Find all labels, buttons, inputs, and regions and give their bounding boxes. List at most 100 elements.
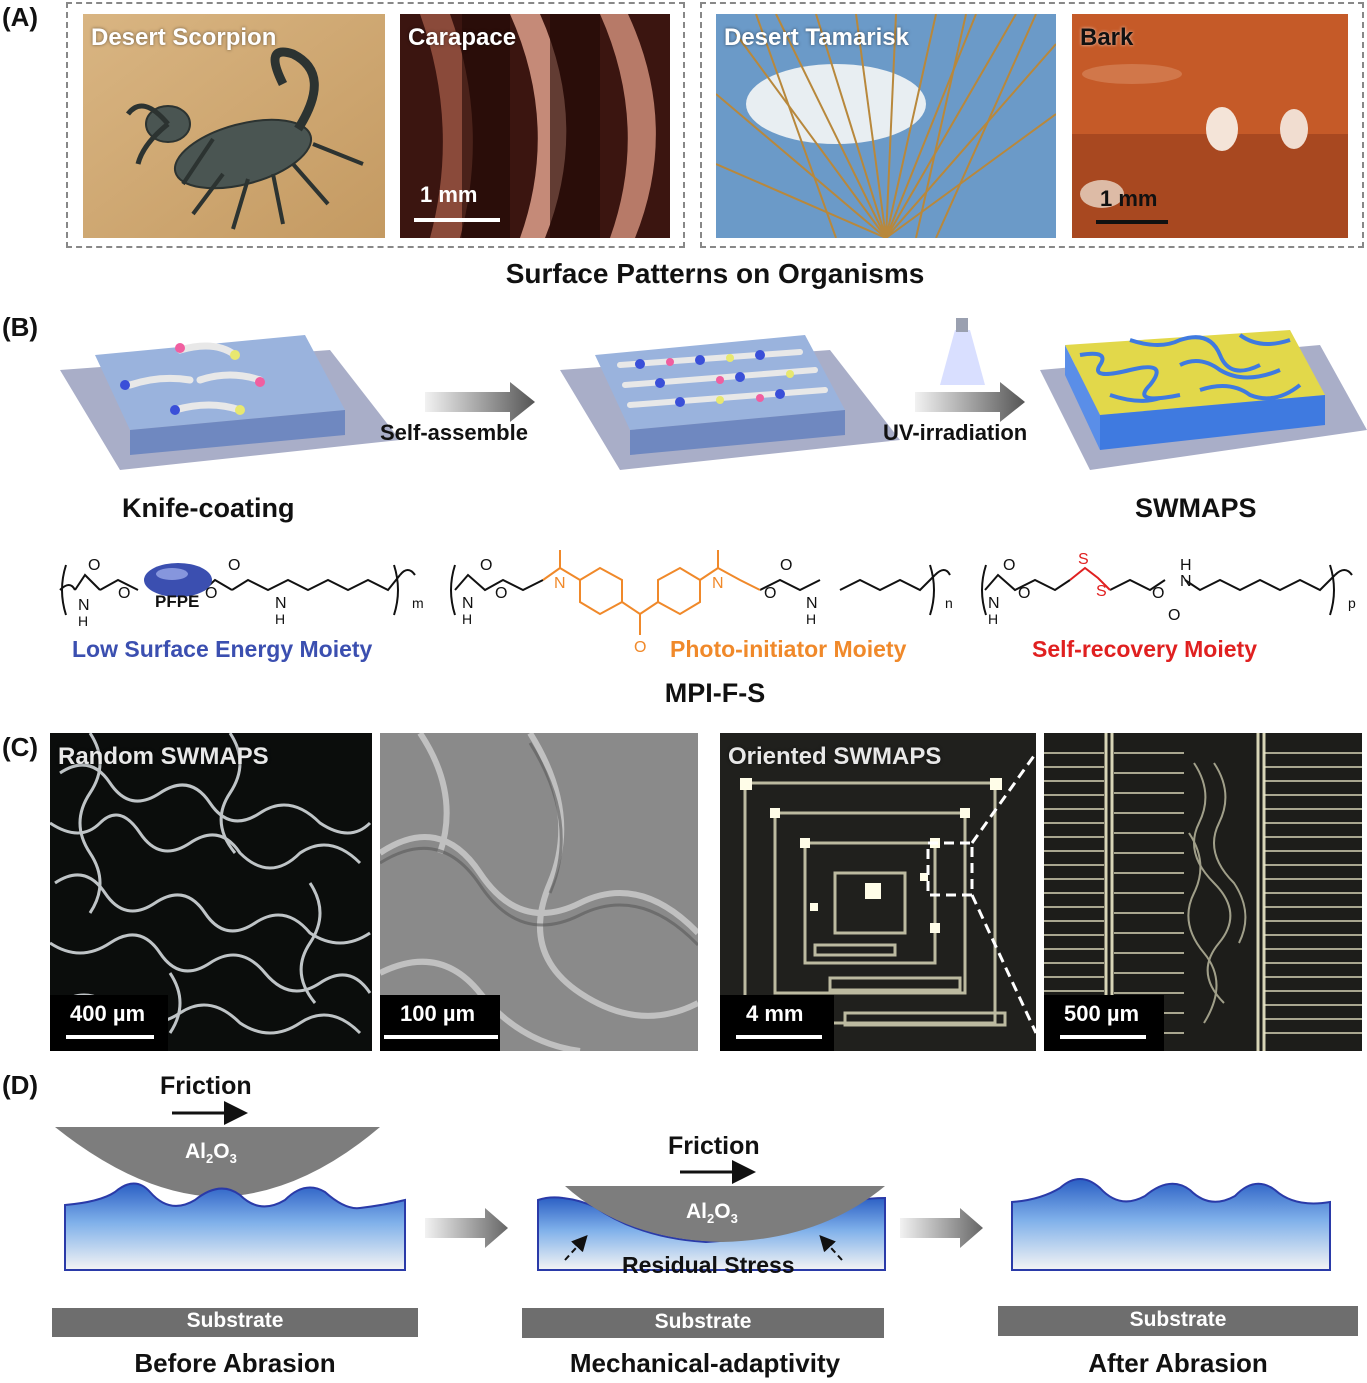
moiety-photo-initiator: Photo-initiator Moiety — [670, 636, 907, 662]
scalebar-label: 1 mm — [420, 182, 478, 207]
svg-text:O: O — [480, 557, 492, 574]
photo-title: Desert Scorpion — [91, 24, 277, 51]
scalebar — [66, 1035, 154, 1039]
scalebar-label: 400 µm — [70, 1001, 146, 1026]
oriented-zoom-image: 500 µm — [1044, 733, 1362, 1051]
carapace-photo: Carapace 1 mm — [400, 14, 670, 238]
molecule-name: MPI-F-S — [664, 678, 766, 708]
scalebar-box — [1044, 995, 1164, 1051]
scalebar-label: 1 mm — [1100, 186, 1158, 211]
svg-text:H: H — [462, 611, 472, 627]
uv-arrow — [915, 382, 1025, 422]
photo-initiator-structure — [542, 550, 761, 635]
svg-text:p: p — [1348, 595, 1356, 611]
panel-a-caption: Surface Patterns on Organisms — [505, 258, 925, 289]
bark-photo: Bark 1 mm — [1072, 14, 1348, 238]
substrate-label-1: Substrate — [186, 1309, 284, 1332]
caption-after-abrasion: After Abrasion — [1088, 1348, 1268, 1378]
abrasion-schematic — [52, 1101, 1358, 1338]
before-abrasion-diagram — [52, 1101, 418, 1337]
moiety-self-recovery: Self-recovery Moiety — [1032, 636, 1257, 662]
svg-text:N: N — [554, 575, 566, 592]
svg-text:N: N — [462, 595, 474, 612]
svg-text:S: S — [1078, 551, 1089, 568]
caption-swmaps: SWMAPS — [1135, 493, 1257, 523]
scalebar-box — [720, 995, 834, 1051]
scalebar — [384, 1035, 498, 1039]
svg-text:H: H — [988, 611, 998, 627]
panel-c-label: (C) — [2, 732, 39, 762]
svg-text:O: O — [1152, 585, 1164, 602]
friction-label-1: Friction — [160, 1072, 252, 1100]
scalebar — [736, 1035, 822, 1039]
pfpe-label: PFPE — [155, 592, 200, 611]
residual-stress-label: Residual Stress — [622, 1252, 795, 1278]
step-self-assemble: Self-assemble — [380, 420, 528, 445]
svg-text:O: O — [1003, 557, 1015, 574]
svg-text:O: O — [228, 557, 240, 574]
mechanical-adaptivity-diagram — [522, 1160, 886, 1338]
self-assemble-arrow — [425, 382, 535, 422]
carapace-image — [400, 14, 670, 238]
svg-text:O: O — [205, 585, 217, 602]
scorpion-image — [83, 14, 385, 238]
knife-coating-film — [60, 335, 400, 470]
scalebar — [1096, 220, 1168, 224]
scalebar-box — [380, 995, 500, 1051]
svg-text:O: O — [1018, 585, 1030, 602]
friction-label-2: Friction — [668, 1132, 760, 1160]
svg-text:N: N — [712, 575, 724, 592]
svg-text:O: O — [1168, 607, 1180, 624]
svg-text:N: N — [806, 595, 818, 612]
after-abrasion-diagram — [998, 1178, 1358, 1336]
svg-text:O: O — [118, 585, 130, 602]
photo-title: Bark — [1080, 24, 1134, 51]
svg-text:S: S — [1096, 583, 1107, 600]
al2o3-label-2: Al2O3 — [686, 1200, 738, 1227]
svg-text:H: H — [1180, 557, 1192, 574]
scorpion-photo: Desert Scorpion — [83, 14, 385, 238]
svg-text:n: n — [945, 595, 953, 611]
substrate-label-3: Substrate — [1129, 1308, 1227, 1331]
svg-text:H: H — [275, 611, 285, 627]
caption-knife-coating: Knife-coating — [122, 493, 295, 523]
svg-text:O: O — [88, 557, 100, 574]
caption-mechanical-adaptivity: Mechanical-adaptivity — [569, 1348, 841, 1378]
image-title: Random SWMAPS — [58, 743, 269, 770]
svg-text:O: O — [634, 639, 646, 656]
scalebar-label: 100 µm — [400, 1001, 476, 1026]
scalebar — [414, 218, 500, 222]
scalebar — [1060, 1035, 1146, 1039]
self-assembled-film — [560, 335, 900, 470]
svg-text:N: N — [78, 597, 90, 614]
oriented-swmaps-image: Oriented SWMAPS 4 mm — [720, 733, 1036, 1051]
image-title: Oriented SWMAPS — [728, 743, 942, 770]
panel-d-label: (D) — [2, 1070, 39, 1100]
scalebar-box — [50, 995, 168, 1051]
svg-text:H: H — [806, 611, 816, 627]
al2o3-label-1: Al2O3 — [185, 1140, 237, 1167]
panel-a-label: (A) — [2, 2, 39, 32]
step-uv-irradiation: UV-irradiation — [883, 420, 1028, 445]
fabrication-schematic — [60, 318, 1367, 470]
photo-title: Carapace — [408, 24, 517, 51]
svg-text:m: m — [412, 595, 424, 611]
svg-text:H: H — [78, 613, 88, 629]
panel-a-group-scorpion — [66, 2, 685, 248]
scalebar-label: 500 µm — [1064, 1001, 1140, 1026]
swmaps-film — [1040, 330, 1367, 470]
photo-title: Desert Tamarisk — [724, 24, 909, 51]
svg-text:N: N — [988, 595, 1000, 612]
moiety-low-surface-energy: Low Surface Energy Moiety — [72, 636, 373, 662]
panel-a-group-tamarisk — [700, 2, 1364, 248]
svg-text:O: O — [764, 585, 776, 602]
svg-text:N: N — [275, 595, 287, 612]
svg-text:O: O — [495, 585, 507, 602]
svg-text:N: N — [1180, 573, 1192, 590]
tamarisk-image — [716, 14, 1056, 238]
svg-text:O: O — [780, 557, 792, 574]
scalebar-label: 4 mm — [746, 1001, 804, 1026]
tamarisk-photo: Desert Tamarisk — [716, 14, 1056, 238]
caption-before-abrasion: Before Abrasion — [134, 1348, 336, 1378]
